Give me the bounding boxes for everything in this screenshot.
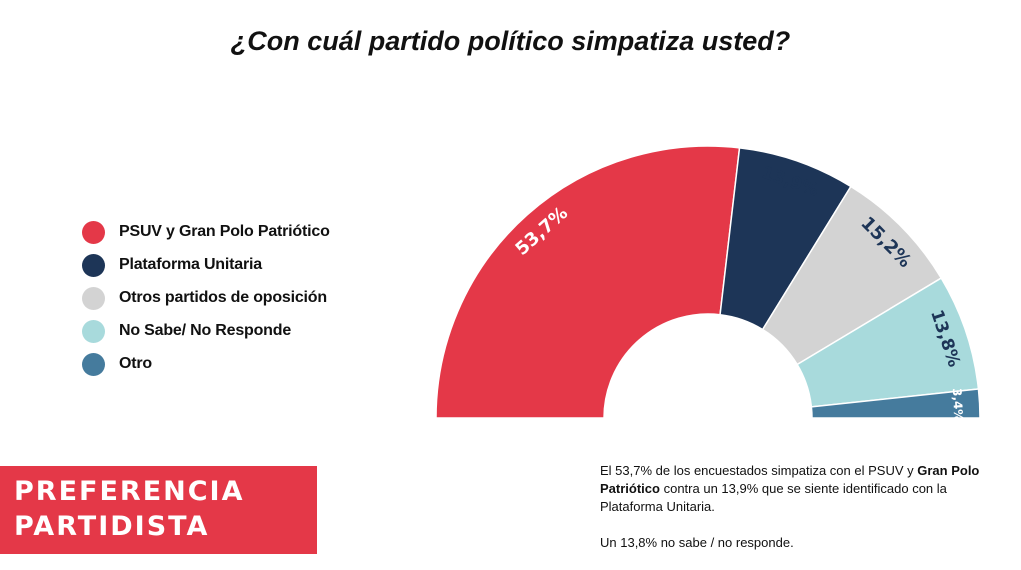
legend-swatch: [82, 253, 105, 277]
data-label: 3,4%: [950, 388, 966, 422]
legend-swatch: [82, 220, 105, 244]
caption-bold: Gran Polo Patriótico: [600, 463, 980, 496]
legend-swatch: [82, 286, 105, 310]
banner-line-2: PARTIDISTA: [14, 511, 210, 542]
chart-legend: PSUV y Gran Polo Patriótico Plataforma U…: [82, 220, 330, 385]
chart-title: ¿Con cuál partido político simpatiza ust…: [230, 26, 791, 56]
legend-item: No Sabe/ No Responde: [82, 319, 330, 343]
legend-item: Otro: [82, 352, 330, 376]
section-banner: PREFERENCIA PARTIDISTA: [0, 466, 317, 554]
caption-text: El 53,7% de los encuestados simpatiza co…: [600, 463, 914, 478]
pie-slice: [810, 388, 981, 419]
caption-text: contra un 13,9% que se siente identifica…: [600, 481, 947, 514]
legend-label: Plataforma Unitaria: [119, 256, 262, 273]
pie-slice: [435, 145, 741, 419]
legend-item: Plataforma Unitaria: [82, 253, 330, 277]
legend-swatch: [82, 319, 105, 343]
legend-label: Otros partidos de oposición: [119, 289, 327, 306]
legend-item: Otros partidos de oposición: [82, 286, 330, 310]
legend-item: PSUV y Gran Polo Patriótico: [82, 220, 330, 244]
banner-line-1: PREFERENCIA: [14, 476, 245, 507]
legend-label: PSUV y Gran Polo Patriótico: [119, 223, 330, 240]
legend-label: No Sabe/ No Responde: [119, 322, 292, 339]
legend-label: Otro: [119, 355, 152, 372]
caption-paragraph-1: El 53,7% de los encuestados simpatiza co…: [600, 462, 1000, 516]
caption-paragraph-2: Un 13,8% no sabe / no responde.: [600, 535, 794, 550]
legend-swatch: [82, 352, 105, 376]
chart-caption: El 53,7% de los encuestados simpatiza co…: [600, 462, 1000, 570]
